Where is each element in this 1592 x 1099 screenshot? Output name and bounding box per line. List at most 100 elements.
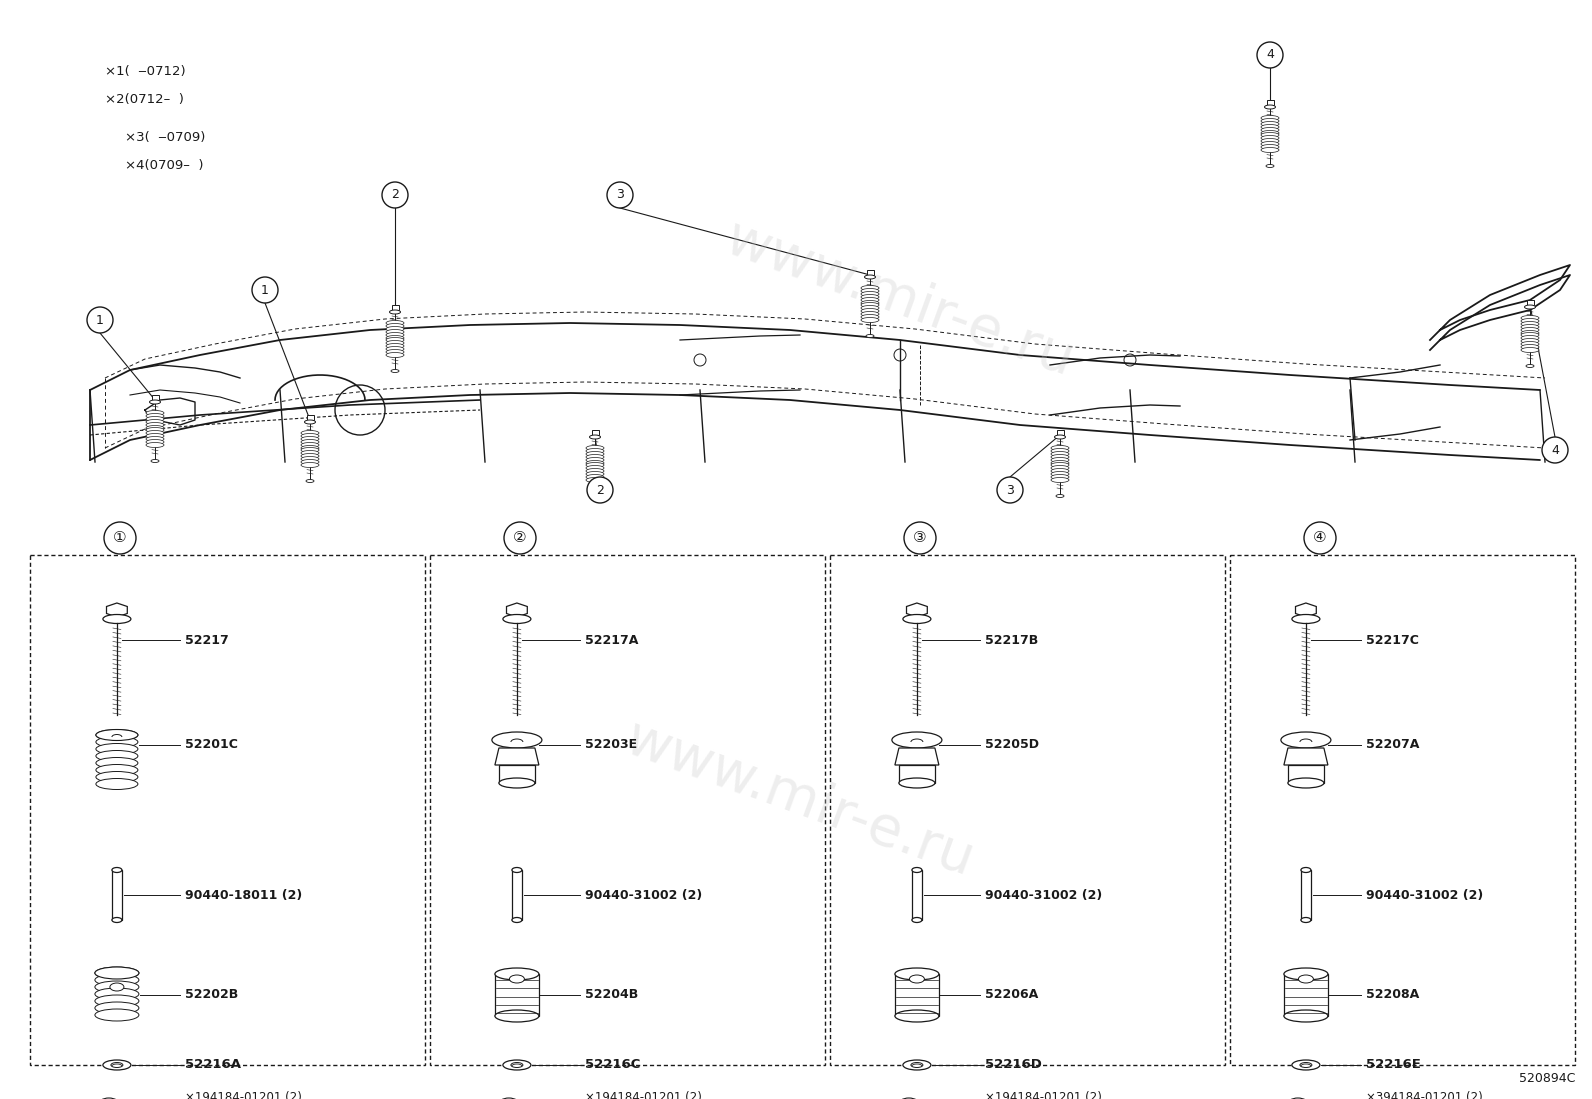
- Ellipse shape: [1261, 127, 1278, 133]
- Ellipse shape: [1051, 445, 1068, 451]
- Ellipse shape: [895, 1010, 939, 1022]
- Circle shape: [1543, 437, 1568, 463]
- Text: 52216A: 52216A: [185, 1058, 240, 1072]
- Ellipse shape: [899, 778, 935, 788]
- Ellipse shape: [1527, 365, 1535, 367]
- Ellipse shape: [96, 736, 139, 747]
- Ellipse shape: [1261, 135, 1278, 141]
- Circle shape: [997, 477, 1024, 503]
- Ellipse shape: [385, 341, 404, 345]
- Ellipse shape: [861, 309, 879, 313]
- Ellipse shape: [513, 918, 522, 922]
- Bar: [829, 555, 1224, 1065]
- Ellipse shape: [385, 323, 404, 329]
- Ellipse shape: [1520, 324, 1539, 330]
- Ellipse shape: [589, 435, 600, 439]
- Bar: [592, 430, 599, 435]
- Text: www.mir-e.ru: www.mir-e.ru: [718, 212, 1083, 388]
- Text: 2: 2: [392, 189, 400, 201]
- Ellipse shape: [503, 614, 530, 623]
- Ellipse shape: [1520, 315, 1539, 321]
- Text: 52205D: 52205D: [985, 739, 1040, 752]
- Ellipse shape: [1520, 333, 1539, 337]
- Ellipse shape: [509, 975, 524, 983]
- Circle shape: [904, 522, 936, 554]
- Text: ×394184-01201 (2): ×394184-01201 (2): [1366, 1090, 1482, 1099]
- Ellipse shape: [96, 757, 139, 768]
- Ellipse shape: [103, 614, 131, 623]
- Ellipse shape: [111, 1063, 123, 1067]
- Text: 52216D: 52216D: [985, 1058, 1043, 1072]
- Bar: [30, 555, 425, 1065]
- Text: 52217C: 52217C: [1366, 633, 1418, 646]
- Ellipse shape: [864, 275, 876, 279]
- Text: 52208A: 52208A: [1366, 988, 1420, 1001]
- Ellipse shape: [1261, 131, 1278, 135]
- Circle shape: [505, 522, 537, 554]
- Ellipse shape: [1261, 133, 1278, 137]
- Ellipse shape: [586, 457, 603, 463]
- Ellipse shape: [301, 445, 318, 451]
- Ellipse shape: [1051, 457, 1068, 463]
- Ellipse shape: [911, 1063, 923, 1067]
- Polygon shape: [1283, 748, 1328, 765]
- Ellipse shape: [498, 778, 535, 788]
- Ellipse shape: [96, 771, 139, 782]
- Ellipse shape: [301, 431, 318, 435]
- Polygon shape: [906, 603, 927, 617]
- Ellipse shape: [866, 334, 874, 337]
- Ellipse shape: [1301, 918, 1310, 922]
- Polygon shape: [895, 748, 939, 765]
- Ellipse shape: [1520, 335, 1539, 341]
- Ellipse shape: [1264, 106, 1275, 109]
- Text: ×2(0712–  ): ×2(0712– ): [105, 93, 183, 106]
- Bar: [151, 395, 159, 400]
- Text: 4: 4: [1266, 48, 1274, 62]
- Ellipse shape: [146, 413, 164, 419]
- Ellipse shape: [1261, 122, 1278, 126]
- Ellipse shape: [1051, 455, 1068, 459]
- Circle shape: [587, 477, 613, 503]
- Bar: [392, 306, 398, 310]
- Ellipse shape: [301, 443, 318, 447]
- Ellipse shape: [1283, 1010, 1328, 1022]
- Ellipse shape: [146, 425, 164, 431]
- Ellipse shape: [503, 1061, 530, 1070]
- Text: 52216E: 52216E: [1366, 1058, 1422, 1072]
- Ellipse shape: [586, 468, 603, 474]
- Ellipse shape: [385, 330, 404, 334]
- Text: ×1(  ‒0712): ×1( ‒0712): [105, 65, 186, 78]
- Ellipse shape: [96, 751, 139, 762]
- Bar: [1288, 765, 1325, 782]
- Ellipse shape: [586, 448, 603, 454]
- Circle shape: [103, 522, 135, 554]
- Ellipse shape: [1261, 138, 1278, 144]
- Ellipse shape: [861, 295, 879, 300]
- Bar: [307, 415, 314, 420]
- Ellipse shape: [1261, 147, 1278, 153]
- Ellipse shape: [385, 353, 404, 357]
- Text: ×4(0709–  ): ×4(0709– ): [126, 159, 204, 173]
- Text: 1: 1: [96, 313, 103, 326]
- Ellipse shape: [96, 974, 139, 986]
- Ellipse shape: [1261, 124, 1278, 130]
- Polygon shape: [495, 748, 540, 765]
- Ellipse shape: [1299, 975, 1313, 983]
- Ellipse shape: [861, 311, 879, 317]
- Ellipse shape: [1051, 468, 1068, 474]
- Bar: [912, 870, 922, 920]
- Ellipse shape: [301, 436, 318, 442]
- Ellipse shape: [912, 918, 922, 922]
- Ellipse shape: [861, 286, 879, 290]
- Text: 3: 3: [1006, 484, 1014, 497]
- Text: 52203E: 52203E: [586, 739, 637, 752]
- Bar: [495, 974, 540, 1015]
- Ellipse shape: [301, 447, 318, 453]
- Polygon shape: [506, 603, 527, 617]
- Circle shape: [607, 182, 634, 208]
- Ellipse shape: [151, 459, 159, 463]
- Ellipse shape: [895, 968, 939, 980]
- Bar: [1527, 300, 1533, 306]
- Text: 90440-31002 (2): 90440-31002 (2): [985, 888, 1102, 901]
- Bar: [111, 870, 123, 920]
